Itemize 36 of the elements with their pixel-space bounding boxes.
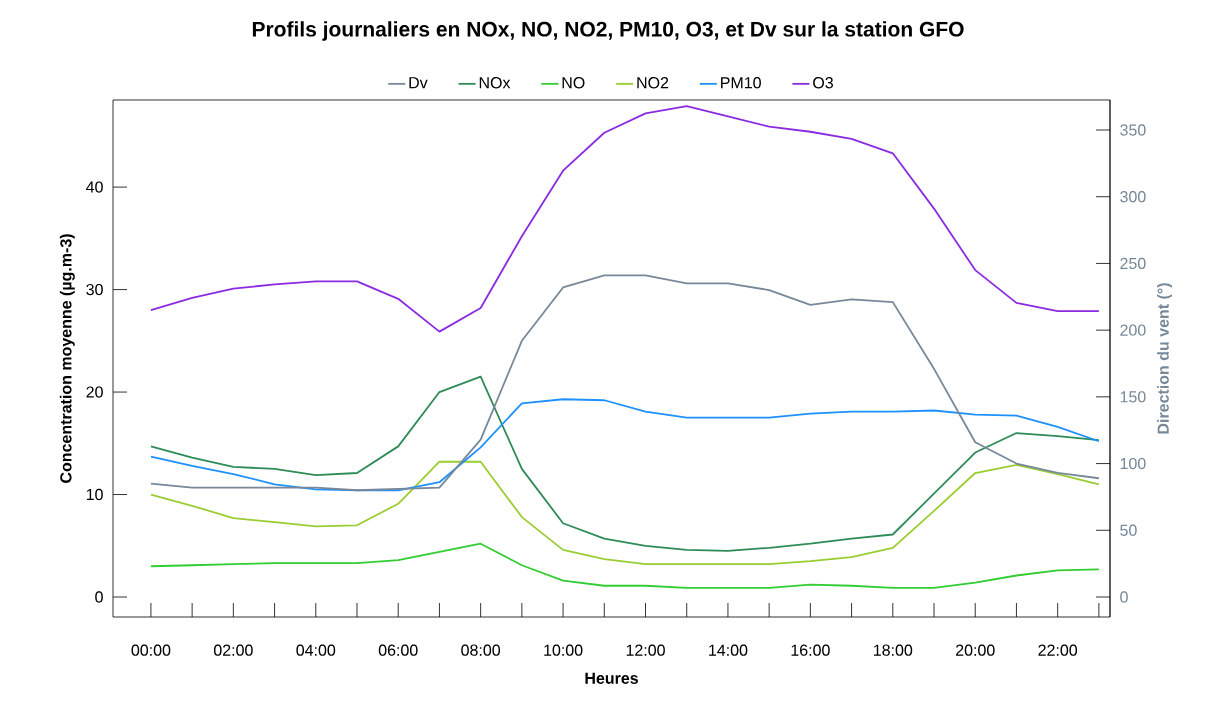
y-tick-label: 0 xyxy=(95,591,103,603)
y-tick-label: 30 xyxy=(86,283,103,296)
x-tick-label: 22:00 xyxy=(1038,644,1078,656)
y2-tick-label: 50 xyxy=(1120,524,1137,536)
y-tick-label: 10 xyxy=(86,488,103,501)
legend-label: NO2 xyxy=(637,77,669,89)
chart-title: Profils journaliers en NOx, NO, NO2, PM10, O3, et Dv sur la station GFO xyxy=(252,21,964,41)
x-tick-label: 02:00 xyxy=(213,644,253,656)
x-tick-label: 12:00 xyxy=(626,644,665,656)
y2-axis-title: Direction du vent (°) xyxy=(1157,283,1173,434)
y-tick-label: 40 xyxy=(86,181,103,193)
x-tick-label: 10:00 xyxy=(544,644,583,656)
y2-tick-label: 0 xyxy=(1120,591,1128,603)
y2-tick-label: 200 xyxy=(1120,324,1146,336)
x-tick-label: 06:00 xyxy=(378,644,418,656)
line-series xyxy=(150,105,1100,333)
legend-label: Dv xyxy=(409,77,428,89)
x-tick-label: 08:00 xyxy=(461,644,501,656)
y2-tick-label: 150 xyxy=(1120,391,1146,403)
y2-tick-label: 350 xyxy=(1120,124,1146,136)
y-axis-title: Concentration moyenne (µg.m-3) xyxy=(59,234,75,483)
legend-label: NO xyxy=(562,77,585,89)
y2-tick-label: 250 xyxy=(1120,257,1146,270)
x-tick-label: 14:00 xyxy=(709,644,748,656)
x-tick-label: 18:00 xyxy=(874,644,913,656)
y-tick-label: 20 xyxy=(86,386,103,398)
x-tick-label: 20:00 xyxy=(956,644,995,656)
x-axis-title: Heures xyxy=(585,672,638,684)
legend-label: PM10 xyxy=(721,77,761,89)
legend-label: O3 xyxy=(813,77,833,89)
x-tick-label: 16:00 xyxy=(791,644,830,656)
x-tick-label: 04:00 xyxy=(296,644,336,656)
y2-tick-label: 300 xyxy=(1120,191,1146,203)
y2-tick-label: 100 xyxy=(1120,457,1146,470)
legend-label: NOx xyxy=(479,77,511,89)
x-tick-label: 00:00 xyxy=(131,644,171,656)
